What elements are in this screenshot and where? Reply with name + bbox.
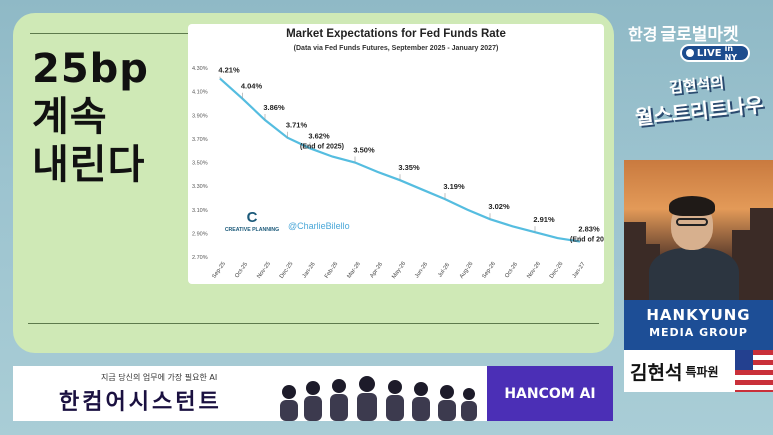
divider-top (30, 33, 202, 34)
x-tick-label: Jan-27 (572, 261, 587, 279)
x-tick-label: Nov-25 (256, 261, 272, 280)
x-tick-label: Apr-26 (369, 262, 384, 280)
anchor-nameplate: 김현석 특파원 (624, 350, 773, 392)
x-tick-label: Feb-26 (324, 261, 339, 279)
media-group-label: HANKYUNG MEDIA GROUP (624, 300, 773, 350)
banner-title: 한컴어시스턴트 (59, 390, 222, 415)
y-tick-label: 3.10% (192, 208, 208, 214)
data-label-note: (End of 2026) (570, 237, 604, 244)
anchor-title: 특파원 (685, 364, 719, 379)
chart-svg: Market Expectations for Fed Funds Rate (… (192, 28, 604, 280)
x-tick-label: Nov-26 (526, 261, 542, 280)
x-tick-label: Oct-25 (234, 262, 249, 280)
skyline-building (750, 208, 773, 300)
data-label-note: (End of 2025) (300, 143, 344, 150)
y-tick-label: 3.70% (192, 137, 208, 143)
data-label: 3.50% (353, 146, 375, 155)
chart-handle: @CharlieBilello (288, 221, 350, 231)
anchor-name: 김현석 (630, 361, 683, 384)
x-tick-label: Dec-26 (549, 261, 565, 280)
creative-planning-logo: C CREATIVE PLANNING (225, 209, 279, 233)
x-tick-label: Aug-26 (459, 261, 475, 280)
y-tick-label: 3.90% (192, 113, 208, 119)
media-line-2: MEDIA GROUP (649, 326, 748, 339)
anchor-hair (669, 196, 715, 216)
y-tick-label: 2.70% (192, 255, 208, 261)
data-label: 4.04% (241, 82, 263, 91)
data-label: 3.71% (286, 121, 308, 130)
y-tick-label: 2.90% (192, 231, 208, 237)
live-label: LIVE (696, 47, 722, 59)
live-dot-icon (686, 49, 694, 57)
anchor-glasses (676, 218, 708, 226)
data-label: 3.35% (398, 163, 420, 172)
chart-subtitle: (Data via Fed Funds Futures, September 2… (294, 45, 499, 52)
brand-logo: 한경 글로벌마켓 (628, 20, 768, 45)
headline-line-3: 내린다 (32, 142, 146, 188)
banner-subtitle: 지금 당신의 업무에 가장 필요한 AI (101, 373, 218, 382)
headline-line-1: 25bp (32, 46, 149, 92)
chart-title: Market Expectations for Fed Funds Rate (286, 28, 506, 40)
logo-name: CREATIVE PLANNING (225, 227, 279, 233)
skyline-building (624, 222, 646, 300)
anchor-video (624, 160, 773, 300)
data-label: 3.02% (488, 202, 510, 211)
y-tick-label: 4.10% (192, 90, 208, 96)
people-image-icon (280, 376, 477, 421)
y-tick-label: 3.50% (192, 161, 208, 167)
y-tick-label: 4.30% (192, 66, 208, 72)
us-flag-icon (735, 350, 773, 392)
data-label: 3.62% (308, 131, 330, 140)
x-tick-label: Jan-26 (302, 261, 317, 279)
media-line-1: HANKYUNG (646, 306, 751, 324)
headline-line-2: 계속 (32, 94, 108, 140)
logo-mark-icon: C (247, 209, 258, 226)
data-label: 2.83% (578, 225, 600, 234)
brand-prefix: 한경 (628, 25, 658, 44)
anchor-body (649, 248, 739, 300)
live-suffix: in NY (724, 44, 738, 62)
x-tick-label: Sep-26 (481, 261, 497, 280)
x-tick-label: Dec-25 (279, 261, 295, 280)
data-label: 3.86% (263, 103, 285, 112)
x-tick-label: Mar-26 (346, 261, 361, 279)
show-title: 김현석의 월스트리트나우 (626, 67, 770, 131)
live-badge: LIVE in NY (680, 44, 750, 62)
slide-headline: 25bp 계속 내린다 (32, 45, 192, 189)
ad-banner[interactable]: 지금 당신의 업무에 가장 필요한 AI 한컴어시스턴트 HANCOM AI (13, 366, 613, 421)
x-tick-label: Jul-26 (437, 262, 451, 278)
brand-name: 글로벌마켓 (660, 25, 739, 45)
fed-funds-chart: Market Expectations for Fed Funds Rate (… (188, 24, 604, 284)
x-tick-label: Sep-25 (211, 261, 227, 280)
y-tick-label: 3.30% (192, 184, 208, 190)
data-label: 3.19% (443, 182, 465, 191)
x-tick-label: May-26 (391, 261, 407, 280)
data-label: 4.21% (218, 66, 240, 75)
x-tick-label: Jun-26 (414, 261, 429, 279)
data-label: 2.91% (533, 215, 555, 224)
hancom-ai-button[interactable]: HANCOM AI (487, 366, 613, 421)
x-tick-label: Oct-26 (504, 262, 519, 280)
divider-bottom (28, 323, 599, 324)
